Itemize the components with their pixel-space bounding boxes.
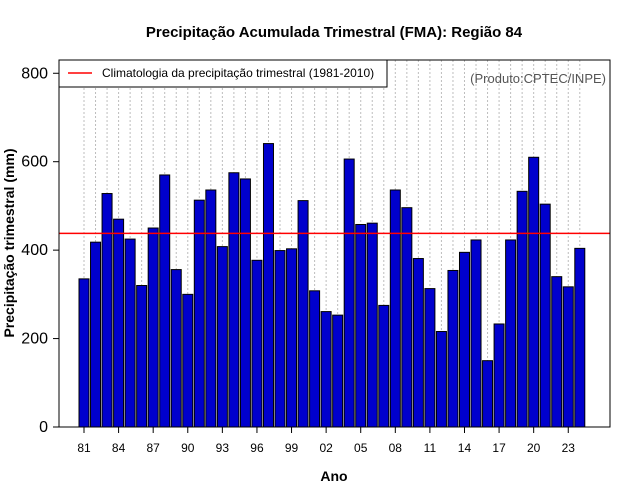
bar-86 — [136, 285, 148, 428]
y-tick-label: 600 — [21, 154, 48, 171]
bar-83 — [101, 193, 113, 428]
bar-07 — [378, 304, 390, 428]
bar-24 — [574, 247, 586, 428]
x-tick-label: 87 — [147, 441, 161, 455]
x-axis-label: Ano — [320, 468, 347, 484]
bar-05 — [355, 223, 367, 428]
x-tick-label: 99 — [285, 441, 299, 455]
bar-09 — [401, 207, 413, 428]
bar-90 — [182, 293, 194, 428]
bar-02 — [320, 311, 332, 428]
bar-92 — [205, 189, 217, 428]
bar-01 — [309, 290, 321, 428]
x-tick-label: 02 — [319, 441, 333, 455]
bar-15 — [470, 239, 482, 428]
product-credit: (Produto:CPTEC/INPE) — [470, 71, 606, 86]
bar-94 — [228, 172, 240, 428]
bar-81 — [78, 278, 90, 428]
legend-entry-climatology: Climatologia da precipitação trimestral … — [102, 66, 374, 80]
bar-91 — [193, 199, 205, 428]
x-tick-label: 81 — [77, 441, 91, 455]
x-tick-label: 84 — [112, 441, 126, 455]
bar-18 — [505, 239, 517, 428]
x-tick-label: 08 — [389, 441, 403, 455]
x-tick-label: 93 — [216, 441, 230, 455]
bar-06 — [366, 222, 378, 428]
legend-box — [58, 59, 388, 88]
y-axis-label: Precipitação trimestral (mm) — [1, 148, 17, 337]
x-tick-label: 11 — [424, 441, 437, 455]
bar-23 — [562, 286, 574, 428]
bar-19 — [516, 190, 528, 428]
bar-04 — [343, 158, 355, 428]
bar-00 — [297, 200, 309, 428]
x-axis: 81 84 87 90 93 96 99 02 05 08 11 14 17 20 23 — [77, 427, 575, 455]
y-axis: 0 200 400 600 800 — [21, 65, 59, 436]
x-tick-label: 90 — [181, 441, 195, 455]
y-tick-label: 0 — [39, 419, 48, 436]
legend: Climatologia da precipitação trimestral … — [58, 59, 388, 88]
bar-21 — [539, 203, 551, 428]
bar-08 — [389, 189, 401, 428]
bar-87 — [147, 227, 159, 428]
bar-88 — [159, 174, 171, 428]
bar-95 — [239, 178, 251, 428]
bar-82 — [90, 241, 102, 428]
bar-97 — [262, 143, 274, 428]
bar-03 — [332, 314, 344, 428]
x-tick-label: 17 — [492, 441, 506, 455]
x-tick-label: 96 — [250, 441, 264, 455]
bar-89 — [170, 269, 182, 428]
x-tick-label: 14 — [458, 441, 472, 455]
bar-11 — [424, 288, 436, 428]
bar-98 — [274, 250, 286, 428]
bar-22 — [551, 276, 563, 428]
bar-20 — [528, 156, 540, 428]
x-tick-label: 20 — [527, 441, 541, 455]
chart-title: Precipitação Acumulada Trimestral (FMA):… — [146, 24, 523, 41]
bars — [78, 143, 586, 428]
x-tick-label: 05 — [354, 441, 368, 455]
bar-14 — [458, 251, 470, 428]
y-tick-label: 800 — [21, 65, 48, 82]
bar-85 — [124, 238, 136, 428]
y-tick-label: 200 — [21, 331, 48, 348]
bar-13 — [447, 269, 459, 428]
bar-10 — [412, 258, 424, 428]
bar-16 — [482, 360, 494, 428]
bar-17 — [493, 323, 505, 428]
bar-93 — [216, 246, 228, 428]
bar-96 — [251, 259, 263, 428]
y-tick-label: 400 — [21, 242, 48, 259]
bar-12 — [435, 330, 447, 428]
x-tick-label: 23 — [562, 441, 576, 455]
bar-99 — [286, 248, 298, 428]
bar-84 — [113, 218, 125, 428]
